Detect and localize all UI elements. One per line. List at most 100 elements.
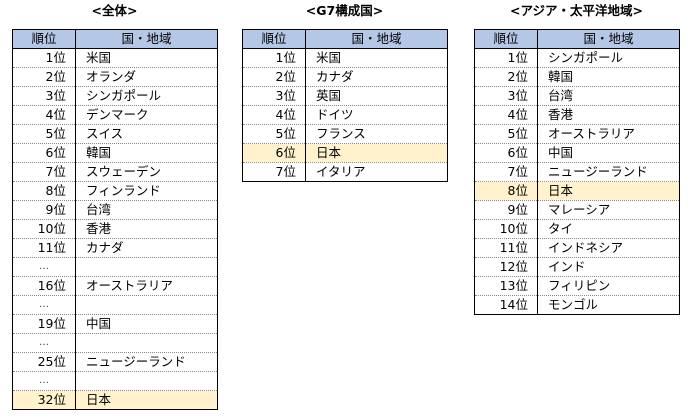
table-row: 6位 中国 <box>474 143 680 163</box>
country-cell: 台湾 <box>537 86 680 106</box>
rank-cell: 7位 <box>242 162 306 182</box>
country-cell: 米国 <box>305 48 448 68</box>
rank-cell: 16位 <box>12 276 76 296</box>
rank-cell: 14位 <box>474 295 538 315</box>
rank-cell: 2位 <box>242 67 306 87</box>
ellipsis-cell: … <box>12 333 76 353</box>
ellipsis-row: … <box>12 295 218 315</box>
rank-cell: 10位 <box>474 219 538 239</box>
rank-cell: 11位 <box>12 238 76 258</box>
country-cell <box>75 257 218 277</box>
highlighted-table-row: 6位 日本 <box>242 143 448 163</box>
country-cell: カナダ <box>305 67 448 87</box>
table-row: 9位 マレーシア <box>474 200 680 220</box>
country-cell: モンゴル <box>537 295 680 315</box>
rank-cell: 5位 <box>12 124 76 144</box>
table-header-row: 順位 国・地域 <box>474 29 680 49</box>
country-cell: 香港 <box>537 105 680 125</box>
country-cell: 中国 <box>537 143 680 163</box>
country-cell: ニュージーランド <box>75 352 218 372</box>
rank-cell: 7位 <box>12 162 76 182</box>
rank-cell: 2位 <box>12 67 76 87</box>
table-row: 2位 オランダ <box>12 67 218 87</box>
g7-ranking-table: 順位 国・地域 1位 米国 2位 カナダ 3位 英国 4位 ドイツ 5位 フランス 6位 日本 7位 イタ… <box>242 29 448 182</box>
table-header-row: 順位 国・地域 <box>12 29 218 49</box>
overall-section: <全体> 順位 国・地域 1位 米国 2位 オランダ 3位 シンガポール 4位 デンマーク 5位… <box>12 0 218 410</box>
rank-cell: 6位 <box>474 143 538 163</box>
rank-cell: 3位 <box>12 86 76 106</box>
asia-pacific-table-body: 1位 シンガポール 2位 韓国 3位 台湾 4位 香港 5位 オーストラリア 6位 中国 7位 ニュージー… <box>474 48 680 315</box>
country-cell: インドネシア <box>537 238 680 258</box>
asia-pacific-title: <アジア・太平洋地域> <box>510 3 643 18</box>
country-cell: オーストラリア <box>75 276 218 296</box>
highlighted-table-row: 32位 日本 <box>12 390 218 410</box>
country-cell: 日本 <box>305 143 448 163</box>
country-cell <box>75 333 218 353</box>
rank-cell: 8位 <box>12 181 76 201</box>
rank-cell: 6位 <box>242 143 306 163</box>
ellipsis-cell: … <box>12 371 76 391</box>
country-cell: 韓国 <box>537 67 680 87</box>
country-cell: オランダ <box>75 67 218 87</box>
rank-cell: 19位 <box>12 314 76 334</box>
country-cell: カナダ <box>75 238 218 258</box>
country-cell: フランス <box>305 124 448 144</box>
table-row: 3位 台湾 <box>474 86 680 106</box>
table-row: 1位 米国 <box>12 48 218 68</box>
highlighted-table-row: 8位 日本 <box>474 181 680 201</box>
rank-cell: 6位 <box>12 143 76 163</box>
ellipsis-row: … <box>12 257 218 277</box>
rank-cell: 4位 <box>242 105 306 125</box>
table-row: 1位 シンガポール <box>474 48 680 68</box>
table-row: 3位 シンガポール <box>12 86 218 106</box>
country-cell <box>75 371 218 391</box>
rank-cell: 1位 <box>242 48 306 68</box>
rank-cell: 13位 <box>474 276 538 296</box>
country-cell: 日本 <box>537 181 680 201</box>
table-row: 9位 台湾 <box>12 200 218 220</box>
country-cell: 米国 <box>75 48 218 68</box>
table-row: 7位 スウェーデン <box>12 162 218 182</box>
table-row: 19位 中国 <box>12 314 218 334</box>
rank-cell: 7位 <box>474 162 538 182</box>
table-row: 5位 オーストラリア <box>474 124 680 144</box>
table-row: 8位 フィンランド <box>12 181 218 201</box>
rank-cell: 4位 <box>474 105 538 125</box>
table-row: 13位 フィリピン <box>474 276 680 296</box>
table-row: 7位 イタリア <box>242 162 448 182</box>
rank-cell: 9位 <box>12 200 76 220</box>
country-column-header: 国・地域 <box>537 29 680 49</box>
country-cell: ニュージーランド <box>537 162 680 182</box>
country-cell: フィンランド <box>75 181 218 201</box>
asia-pacific-section: <アジア・太平洋地域> 順位 国・地域 1位 シンガポール 2位 韓国 3位 台湾 4位 香港… <box>474 0 680 315</box>
rank-cell: 1位 <box>474 48 538 68</box>
table-row: 10位 タイ <box>474 219 680 239</box>
country-cell: タイ <box>537 219 680 239</box>
rank-cell: 5位 <box>474 124 538 144</box>
country-cell: 英国 <box>305 86 448 106</box>
ellipsis-row: … <box>12 333 218 353</box>
table-row: 5位 フランス <box>242 124 448 144</box>
rank-cell: 3位 <box>242 86 306 106</box>
country-cell: イタリア <box>305 162 448 182</box>
country-cell: 台湾 <box>75 200 218 220</box>
table-row: 4位 ドイツ <box>242 105 448 125</box>
table-row: 4位 デンマーク <box>12 105 218 125</box>
country-cell <box>75 295 218 315</box>
rank-cell: 4位 <box>12 105 76 125</box>
country-cell: オーストラリア <box>537 124 680 144</box>
country-cell: フィリピン <box>537 276 680 296</box>
rank-column-header: 順位 <box>242 29 306 49</box>
rank-cell: 5位 <box>242 124 306 144</box>
table-row: 11位 カナダ <box>12 238 218 258</box>
table-row: 4位 香港 <box>474 105 680 125</box>
rank-cell: 25位 <box>12 352 76 372</box>
table-row: 3位 英国 <box>242 86 448 106</box>
table-row: 5位 スイス <box>12 124 218 144</box>
table-row: 12位 インド <box>474 257 680 277</box>
rank-cell: 12位 <box>474 257 538 277</box>
country-cell: インド <box>537 257 680 277</box>
country-cell: ドイツ <box>305 105 448 125</box>
g7-title: <G7構成国> <box>305 3 384 18</box>
country-cell: スウェーデン <box>75 162 218 182</box>
